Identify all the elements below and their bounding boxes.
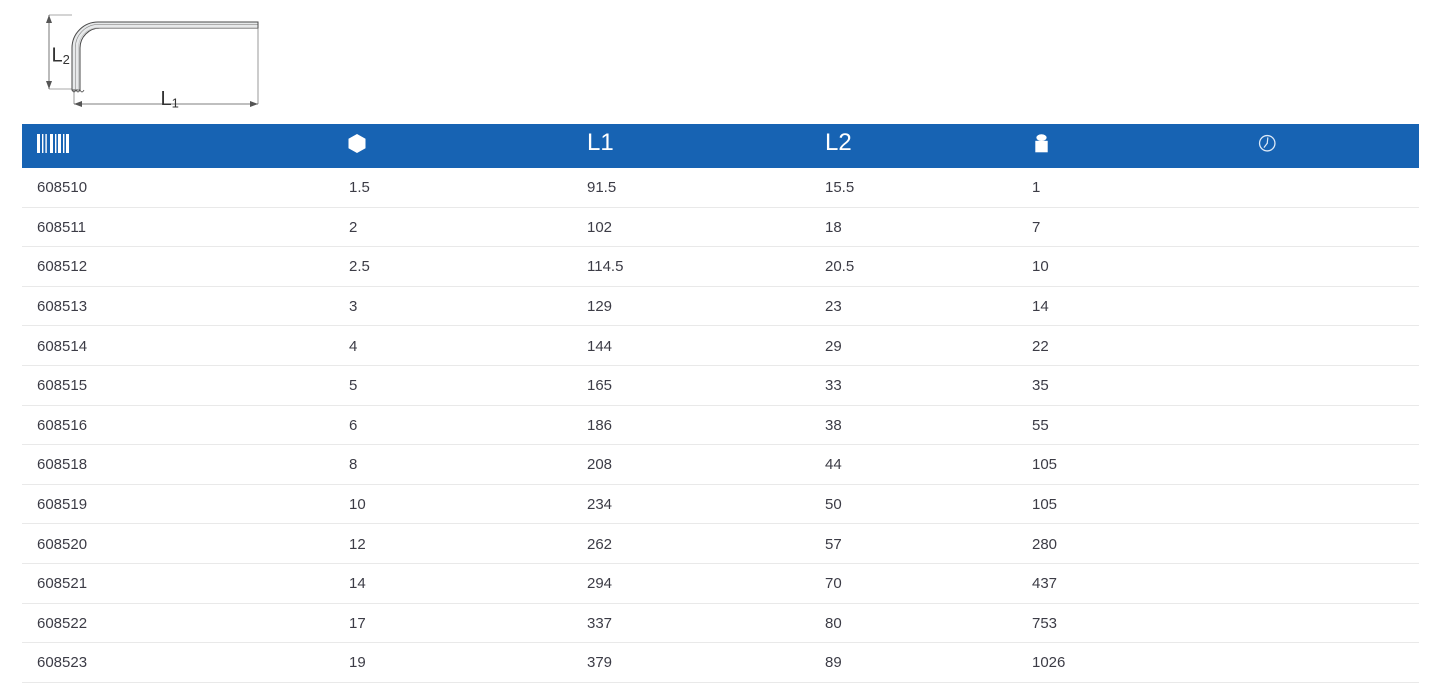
svg-text:L1: L1 [161,88,179,111]
svg-text:L2: L2 [52,45,70,68]
